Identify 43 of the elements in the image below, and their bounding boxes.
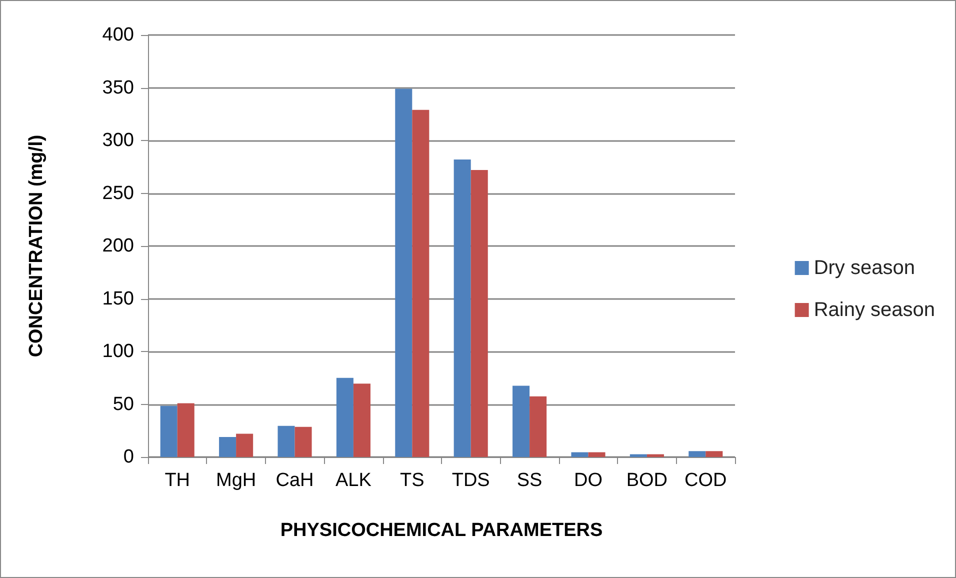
bar [219,436,236,457]
y-tick-label: 200 [102,236,134,256]
bar [588,452,606,457]
bar [278,426,295,457]
x-tick-label: COD [684,470,727,491]
x-tick-label: TS [400,470,424,491]
x-tick-label: MgH [216,470,256,491]
legend-label: Dry season [814,257,915,279]
y-tick-label: 350 [102,77,134,98]
x-tick-label: TDS [452,470,490,491]
x-tick-label: SS [516,470,542,491]
y-tick-label: 400 [102,24,134,46]
bar [688,451,706,457]
bar [395,88,412,457]
y-tick-label: 150 [102,288,134,310]
bar [646,454,664,457]
y-tick-label: 250 [102,182,134,204]
bar [353,384,370,457]
bar [294,426,312,457]
y-tick-label: 0 [123,446,134,468]
y-tick-label: 100 [102,341,134,362]
bar [412,110,430,457]
x-tick-label: CaH [276,470,314,491]
bar [454,159,471,457]
x-tick-label: DO [574,470,602,491]
bar [177,403,194,457]
bar [236,434,254,457]
legend-label: Rainy season [814,299,936,321]
bar [706,451,723,457]
bar [530,396,547,457]
bar [470,170,488,457]
bar [630,454,647,457]
bar [571,452,588,457]
y-tick-label: 50 [112,394,134,415]
y-tick-label: 300 [102,130,134,151]
x-tick-label: BOD [626,470,668,491]
bar [336,378,354,457]
x-axis-title: PHYSICOCHEMICAL PARAMETERS [280,520,603,541]
y-axis-title: CONCENTRATION (mg/l) [26,134,47,358]
x-tick-label: TH [164,470,190,491]
bar [512,386,530,457]
x-tick-label: ALK [335,470,372,491]
bar [160,406,178,457]
